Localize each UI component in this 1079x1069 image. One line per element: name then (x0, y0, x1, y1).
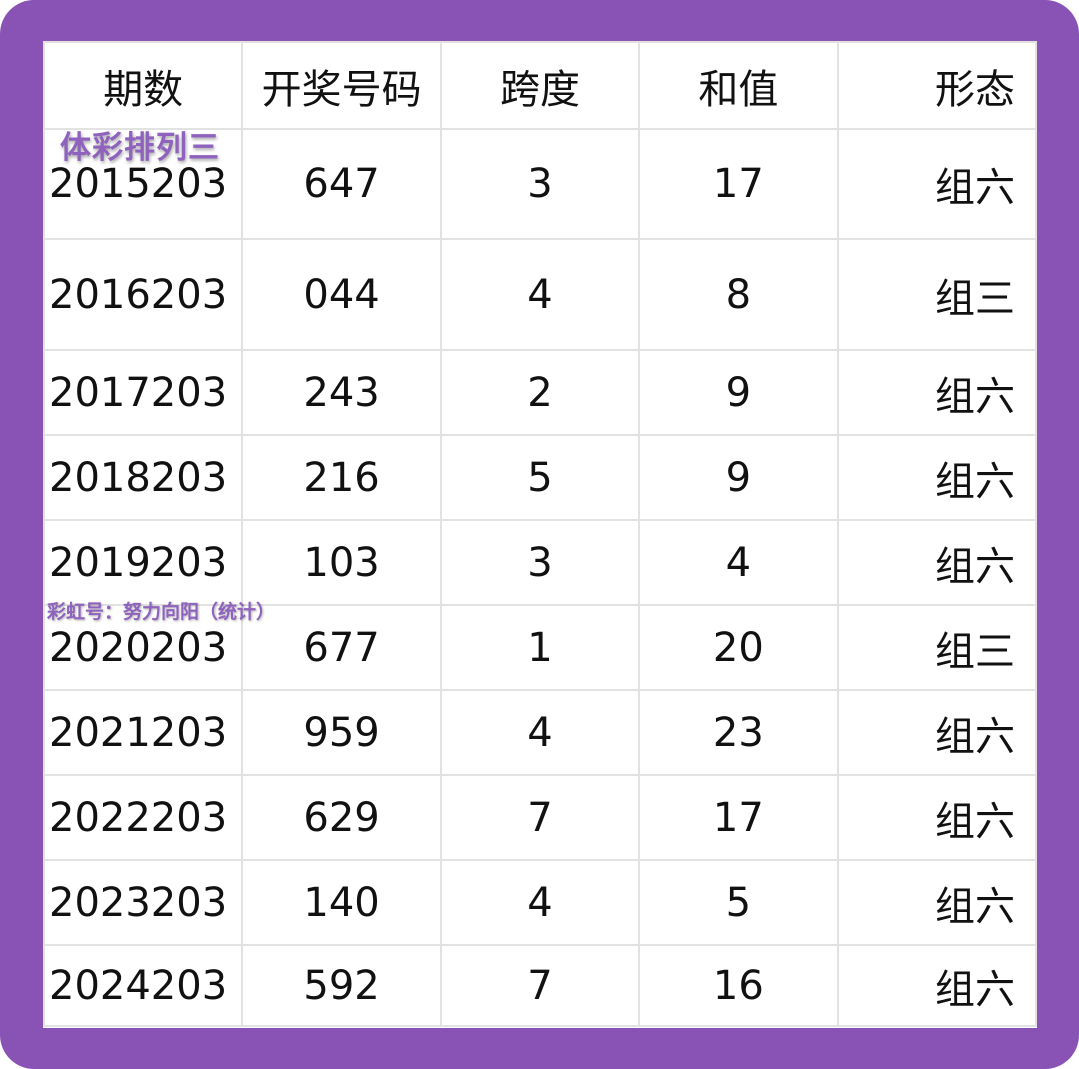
results-table: 期数 开奖号码 跨度 和值 形态 2015203 647 3 17 组六 2016203 044 4 8… (42, 41, 1038, 1027)
cell-number: 243 (241, 349, 442, 436)
cell-number: 044 (241, 238, 442, 351)
cell-sum: 16 (638, 944, 839, 1027)
cell-form: 组六 (836, 944, 1038, 1027)
table-row: 2021203 959 4 23 组六 (42, 689, 1038, 776)
cell-span: 4 (439, 689, 641, 776)
cell-period: 2015203 (42, 128, 244, 240)
cell-form: 组六 (836, 349, 1038, 436)
header-number: 开奖号码 (241, 41, 442, 130)
cell-period: 2017203 (42, 349, 244, 436)
cell-period: 2023203 (42, 859, 244, 946)
cell-form: 组三 (836, 604, 1038, 691)
table-row: 2017203 243 2 9 组六 (42, 349, 1038, 436)
cell-sum: 20 (638, 604, 839, 691)
header-sum: 和值 (638, 41, 839, 130)
table-row: 2022203 629 7 17 组六 (42, 774, 1038, 861)
cell-period: 2022203 (42, 774, 244, 861)
cell-sum: 9 (638, 349, 839, 436)
cell-number: 959 (241, 689, 442, 776)
cell-sum: 23 (638, 689, 839, 776)
cell-number: 592 (241, 944, 442, 1027)
cell-period: 2018203 (42, 434, 244, 521)
cell-span: 7 (439, 944, 641, 1027)
table-row: 2015203 647 3 17 组六 (42, 128, 1038, 240)
cell-span: 4 (439, 859, 641, 946)
cell-number: 677 (241, 604, 442, 691)
cell-number: 140 (241, 859, 442, 946)
header-period: 期数 (42, 41, 244, 130)
cell-span: 4 (439, 238, 641, 351)
cell-form: 组六 (836, 859, 1038, 946)
cell-span: 7 (439, 774, 641, 861)
table-row: 2020203 677 1 20 组三 (42, 604, 1038, 691)
cell-form: 组六 (836, 774, 1038, 861)
cell-period: 2024203 (42, 944, 244, 1027)
watermark-credit: 彩虹号：努力向阳（统计） (47, 601, 276, 623)
cell-period: 2020203 (42, 604, 244, 691)
cell-number: 629 (241, 774, 442, 861)
cell-period: 2019203 (42, 519, 244, 606)
cell-form: 组六 (836, 689, 1038, 776)
cell-span: 5 (439, 434, 641, 521)
cell-span: 3 (439, 519, 641, 606)
table-row: 2016203 044 4 8 组三 (42, 238, 1038, 351)
table-row: 2023203 140 4 5 组六 (42, 859, 1038, 946)
cell-form: 组六 (836, 519, 1038, 606)
cell-span: 1 (439, 604, 641, 691)
cell-period: 2021203 (42, 689, 244, 776)
cell-form: 组六 (836, 434, 1038, 521)
cell-sum: 17 (638, 128, 839, 240)
cell-form: 组三 (836, 238, 1038, 351)
cell-span: 3 (439, 128, 641, 240)
header-form: 形态 (836, 41, 1038, 130)
table-row: 2019203 103 3 4 组六 (42, 519, 1038, 606)
results-table-container: 期数 开奖号码 跨度 和值 形态 2015203 647 3 17 组六 2016203 044 4 8… (42, 41, 1038, 1028)
cell-sum: 4 (638, 519, 839, 606)
cell-form: 组六 (836, 128, 1038, 240)
table-row: 2018203 216 5 9 组六 (42, 434, 1038, 521)
cell-number: 647 (241, 128, 442, 240)
cell-span: 2 (439, 349, 641, 436)
cell-sum: 5 (638, 859, 839, 946)
header-row: 期数 开奖号码 跨度 和值 形态 (42, 41, 1038, 130)
header-span: 跨度 (439, 41, 641, 130)
cell-sum: 9 (638, 434, 839, 521)
cell-sum: 17 (638, 774, 839, 861)
table-row: 2024203 592 7 16 组六 (42, 944, 1038, 1027)
cell-sum: 8 (638, 238, 839, 351)
watermark-title: 体彩排列三 (60, 130, 220, 166)
cell-period: 2016203 (42, 238, 244, 351)
cell-number: 103 (241, 519, 442, 606)
cell-number: 216 (241, 434, 442, 521)
